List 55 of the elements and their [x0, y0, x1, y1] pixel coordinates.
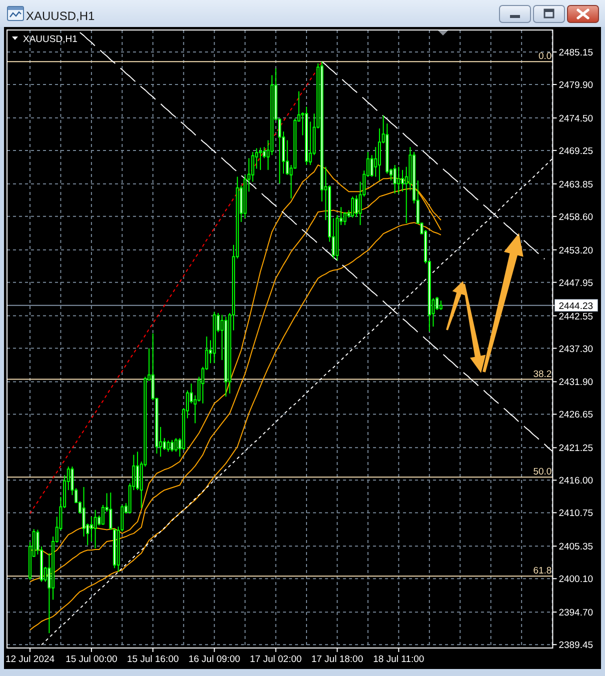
y-tick-label: 2394.70	[558, 608, 594, 619]
y-tick-label: 2421.25	[558, 443, 594, 454]
y-tick-label: 2453.20	[558, 245, 594, 256]
candlestick	[393, 164, 396, 194]
y-tick-label: 2442.55	[558, 311, 594, 322]
chart-subtitle: XAUUSD,H1	[23, 34, 78, 45]
annotation: 0.0	[538, 51, 552, 62]
candlestick	[343, 212, 346, 226]
candlestick	[401, 169, 404, 192]
y-tick-label: 2469.25	[558, 146, 594, 157]
y-tick-label: 2405.35	[558, 542, 594, 553]
candlestick	[436, 296, 439, 310]
candlestick	[94, 509, 97, 549]
candlestick	[101, 504, 104, 526]
y-tick-label: 2444.23	[558, 300, 594, 312]
candlestick	[351, 196, 354, 218]
x-tick-label: 15 Jul 00:00	[66, 654, 118, 665]
candlestick	[109, 492, 112, 530]
x-tick-label: 16 Jul 09:00	[188, 654, 240, 665]
candlestick	[378, 128, 381, 181]
y-tick-label: 2485.15	[558, 47, 594, 58]
candlestick	[166, 440, 170, 452]
annotation: 61.8	[533, 566, 552, 577]
annotation: 38.2	[533, 368, 552, 380]
candlestick	[439, 300, 442, 310]
x-tick-label: 17 Jul 02:00	[250, 654, 302, 665]
y-tick-label: 2447.95	[558, 278, 594, 289]
y-tick-label: 2474.50	[558, 113, 594, 124]
y-tick-label: 2431.90	[558, 377, 594, 388]
candlestick	[258, 147, 262, 170]
candlestick	[262, 146, 266, 159]
candlestick	[397, 166, 400, 194]
y-tick-label: 2479.90	[558, 80, 594, 91]
line-series	[30, 61, 322, 514]
candlestick	[354, 194, 358, 218]
chart-title: XAUUSD,H1	[26, 9, 96, 23]
candlestick	[174, 438, 178, 452]
y-tick-label: 2437.30	[558, 344, 594, 355]
annotation: 50.0	[533, 466, 552, 478]
line-series	[30, 222, 442, 631]
x-tick-label: 18 Jul 11:00	[373, 654, 424, 665]
y-tick-label: 2389.45	[558, 640, 594, 652]
x-tick-label: 12 Jul 2024	[5, 654, 55, 665]
x-tick-label: 15 Jul 16:00	[127, 654, 179, 665]
y-tick-label: 2400.10	[558, 574, 594, 586]
y-tick-label: 2458.60	[558, 212, 594, 223]
y-tick-label: 2426.65	[558, 410, 594, 421]
candlestick	[170, 439, 174, 452]
candlestick	[90, 516, 93, 542]
candlestick	[162, 438, 166, 450]
candlestick	[136, 451, 140, 491]
y-tick-label: 2463.85	[558, 179, 594, 190]
x-tick-label: 17 Jul 18:00	[311, 654, 364, 665]
y-tick-label: 2410.75	[558, 508, 594, 520]
y-tick-label: 2416.00	[558, 476, 594, 487]
